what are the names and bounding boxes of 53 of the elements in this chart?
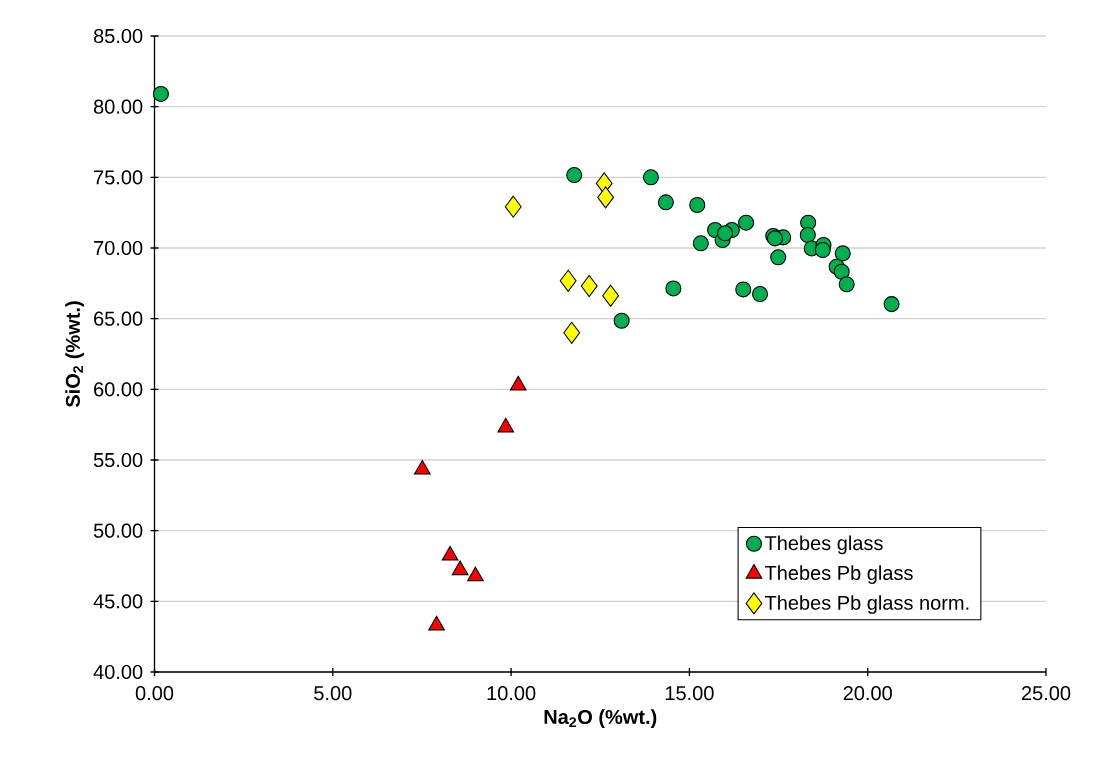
point bbox=[451, 560, 469, 576]
point bbox=[152, 85, 169, 102]
point bbox=[799, 226, 816, 244]
point bbox=[602, 284, 620, 307]
x-tick-label: 5.00 bbox=[314, 686, 352, 701]
legend-label: Thebes Pb glass bbox=[764, 565, 913, 584]
point bbox=[735, 281, 752, 298]
point bbox=[613, 312, 630, 329]
y-tick-label: 60.00 bbox=[94, 382, 143, 397]
y-tick-label: 45.00 bbox=[93, 594, 143, 609]
point bbox=[814, 241, 831, 259]
point bbox=[689, 197, 706, 214]
point bbox=[642, 169, 659, 186]
point bbox=[509, 375, 527, 391]
point bbox=[566, 167, 583, 184]
point bbox=[692, 235, 709, 252]
y-tick-label: 65.00 bbox=[94, 311, 143, 326]
point bbox=[504, 195, 522, 218]
point bbox=[559, 269, 577, 292]
x-tick-label: 0.00 bbox=[135, 686, 174, 701]
y-tick-label: 75.00 bbox=[94, 170, 143, 185]
point bbox=[834, 245, 851, 262]
point bbox=[657, 194, 674, 211]
x-tick-label: 20.00 bbox=[843, 686, 892, 701]
point bbox=[497, 417, 515, 433]
point bbox=[441, 545, 459, 561]
y-tick-label: 40.00 bbox=[93, 664, 143, 680]
point bbox=[751, 286, 769, 303]
point bbox=[738, 214, 755, 231]
y-tick-label: 55.00 bbox=[93, 452, 143, 468]
point bbox=[883, 296, 900, 313]
point bbox=[467, 566, 484, 582]
legend-label: Thebes glass bbox=[764, 535, 883, 555]
point bbox=[597, 186, 615, 209]
point bbox=[717, 225, 734, 242]
x-tick-label: 10.00 bbox=[487, 686, 536, 701]
x-tick-label: 25.00 bbox=[1021, 686, 1071, 701]
point bbox=[770, 249, 787, 266]
y-tick-label: 70.00 bbox=[94, 240, 143, 256]
y-tick-label: 80.00 bbox=[93, 99, 143, 114]
y-axis-title: SiO$_{2}$ (%wt.) bbox=[65, 301, 84, 408]
y-tick-label: 50.00 bbox=[93, 523, 143, 538]
x-tick-label: 15.00 bbox=[665, 686, 714, 701]
point bbox=[413, 459, 431, 475]
point bbox=[563, 321, 581, 344]
point bbox=[833, 263, 850, 280]
x-axis-title: Na$_{2}$O (%wt.) bbox=[544, 709, 657, 728]
point bbox=[665, 280, 682, 297]
point bbox=[580, 274, 598, 298]
legend-label: Thebes Pb glass norm. bbox=[764, 595, 969, 614]
y-tick-label: 85.00 bbox=[93, 28, 143, 44]
point bbox=[428, 615, 445, 631]
point bbox=[838, 276, 855, 293]
